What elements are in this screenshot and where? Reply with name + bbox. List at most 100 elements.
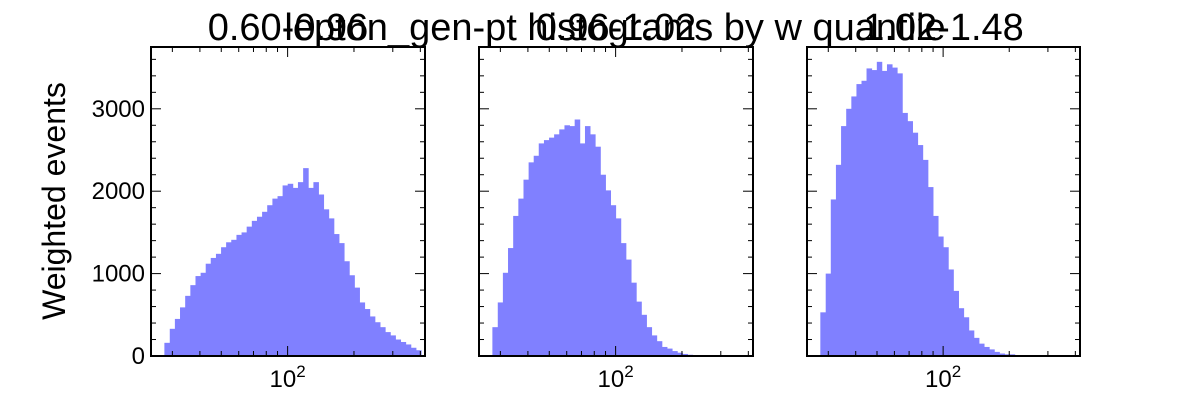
histogram-bar bbox=[973, 337, 980, 356]
histogram-bar bbox=[236, 234, 242, 356]
histogram-bar bbox=[318, 194, 325, 356]
histogram-bar bbox=[492, 327, 499, 356]
histogram-bar bbox=[400, 341, 407, 356]
panel-title: 0.60-0.96 bbox=[208, 7, 369, 49]
histogram-bar bbox=[385, 332, 391, 356]
histogram-bar bbox=[938, 236, 944, 356]
histogram-bar bbox=[262, 211, 268, 356]
histogram-bar bbox=[590, 134, 596, 356]
histogram-bar bbox=[277, 196, 284, 356]
y-tick-label: 0 bbox=[132, 343, 145, 370]
histogram-bar bbox=[369, 316, 376, 356]
histogram-bar bbox=[185, 295, 191, 356]
histogram-bar bbox=[620, 243, 627, 356]
histogram-bar bbox=[989, 349, 995, 356]
histogram-panel-2: 102 0.96-1.02 bbox=[478, 7, 754, 393]
histogram-bar bbox=[364, 309, 371, 356]
histogram-panel-1: 102 0 1000 2000 3000 0.60-0.96 bbox=[92, 7, 426, 393]
histogram-bar bbox=[912, 132, 919, 356]
histogram-bar bbox=[333, 234, 340, 356]
bars-group bbox=[492, 119, 709, 356]
histogram-bar bbox=[523, 179, 530, 356]
x-tick-label: 102 bbox=[270, 362, 306, 393]
bars-group bbox=[820, 61, 1036, 357]
histogram-bar bbox=[661, 346, 668, 356]
histogram-bar bbox=[543, 140, 550, 356]
histogram-bar bbox=[907, 121, 913, 356]
histogram-bar bbox=[574, 119, 581, 356]
histogram-bar bbox=[297, 182, 304, 356]
histogram-bar bbox=[313, 182, 319, 356]
histogram-bar bbox=[948, 269, 954, 356]
histogram-bar bbox=[610, 205, 617, 356]
histogram-bar bbox=[390, 335, 396, 356]
histogram-bar bbox=[672, 351, 678, 356]
histogram-bar bbox=[595, 146, 601, 356]
histogram-bar bbox=[349, 275, 355, 356]
histogram-bar bbox=[631, 282, 637, 356]
histogram-bar bbox=[641, 314, 647, 356]
axis-ticks bbox=[479, 47, 753, 357]
histogram-bar bbox=[174, 318, 181, 356]
histogram-bar bbox=[886, 64, 893, 357]
histogram-bar bbox=[190, 285, 196, 356]
histogram-bar bbox=[917, 145, 924, 356]
histogram-bar bbox=[559, 129, 565, 356]
histogram-bar bbox=[374, 322, 381, 356]
histogram-bar bbox=[205, 263, 212, 356]
histogram-bar bbox=[292, 187, 299, 356]
histogram-bar bbox=[344, 261, 350, 356]
histogram-bar bbox=[615, 218, 622, 356]
histogram-bar bbox=[180, 307, 186, 356]
histogram-bar bbox=[308, 187, 314, 356]
histogram-bar bbox=[605, 190, 612, 356]
histogram-bar bbox=[968, 330, 975, 356]
histogram-bar bbox=[835, 164, 842, 356]
figure-suptitle: lepton_gen-pt histograms by w quantile bbox=[284, 7, 945, 49]
x-tick-label: 102 bbox=[598, 362, 634, 393]
histogram-bar bbox=[267, 205, 273, 356]
x-tick-label: 102 bbox=[925, 362, 961, 393]
histogram-bar bbox=[339, 243, 345, 356]
histogram-bar bbox=[282, 185, 289, 356]
histogram-bar bbox=[200, 272, 207, 356]
histogram-bar bbox=[841, 126, 847, 356]
histogram-bar bbox=[287, 183, 294, 356]
y-tick-label: 2000 bbox=[92, 178, 145, 205]
histogram-bar bbox=[221, 247, 227, 356]
histogram-bar bbox=[518, 198, 524, 356]
histogram-bar bbox=[825, 273, 832, 356]
histogram-bar bbox=[881, 70, 888, 357]
histogram-bar bbox=[579, 143, 586, 356]
histogram-bar bbox=[359, 302, 366, 356]
histogram-bar bbox=[984, 346, 990, 356]
histogram-bar bbox=[897, 73, 903, 357]
histogram-bar bbox=[395, 339, 402, 356]
histogram-bar bbox=[195, 276, 202, 356]
histogram-bar bbox=[538, 143, 545, 356]
histogram-bar bbox=[513, 215, 519, 356]
histogram-bar bbox=[830, 199, 837, 356]
histogram-bar bbox=[994, 351, 1000, 356]
histogram-bar bbox=[651, 335, 658, 356]
histogram-bar bbox=[820, 312, 827, 356]
histogram-bar bbox=[164, 342, 171, 356]
histogram-bar bbox=[554, 134, 560, 356]
histogram-bar bbox=[169, 328, 176, 356]
histogram-bar bbox=[943, 247, 949, 356]
y-axis-label: Weighted events bbox=[36, 82, 72, 320]
histogram-bar bbox=[677, 352, 683, 356]
histogram-bar bbox=[876, 61, 883, 356]
histogram-bar bbox=[508, 248, 514, 356]
histogram-bar bbox=[656, 341, 663, 356]
histogram-bar bbox=[251, 220, 258, 356]
histogram-bar bbox=[549, 137, 555, 356]
histogram-bar bbox=[979, 343, 985, 356]
histogram-bar bbox=[856, 84, 862, 356]
histogram-bar bbox=[256, 216, 263, 356]
histogram-bar bbox=[380, 327, 386, 356]
histogram-bar bbox=[922, 159, 929, 356]
histogram-bar bbox=[323, 209, 330, 356]
histogram-bar bbox=[667, 348, 673, 356]
